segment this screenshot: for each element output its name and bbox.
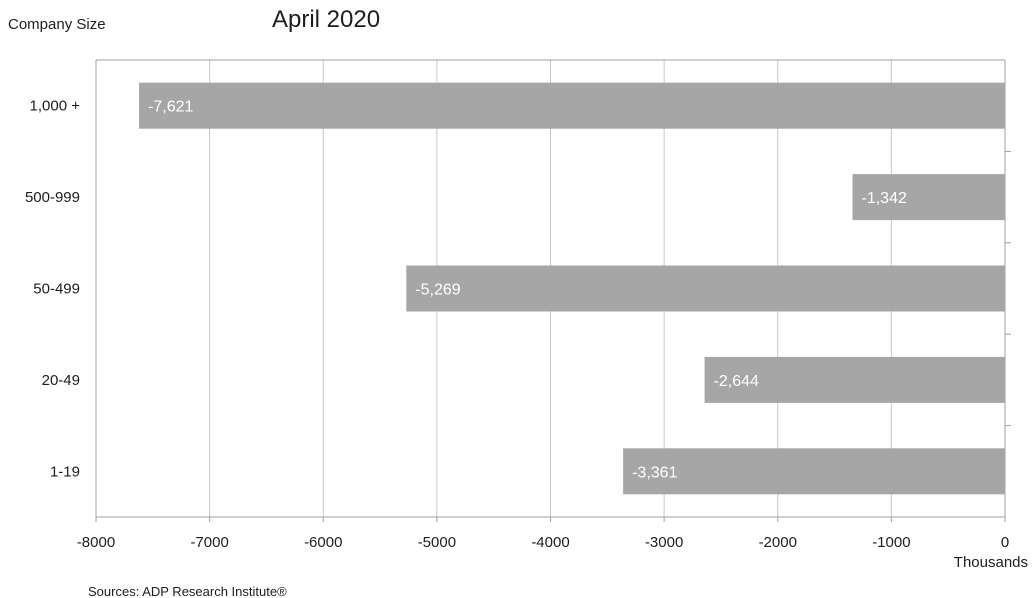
category-label: 1,000 + [30, 98, 81, 115]
plot-area: -8000 -7000 -6000 -5000 -4000 -3000 -2000 -1000… [25, 59, 1011, 551]
x-tick-label: -4000 [531, 534, 569, 551]
bar [139, 82, 1006, 129]
x-tick-label: 0 [1001, 534, 1009, 551]
data-label: -1,342 [862, 190, 907, 207]
x-tick-label: -3000 [645, 534, 683, 551]
x-tick-label: -1000 [872, 534, 910, 551]
category-label: 20-49 [42, 372, 80, 389]
bar [623, 448, 1005, 495]
x-tick-label: -7000 [190, 534, 228, 551]
data-label: -5,269 [415, 282, 460, 299]
data-label: -3,361 [632, 464, 677, 481]
x-tick-label: -5000 [418, 534, 456, 551]
x-tick-label: -6000 [304, 534, 342, 551]
y-axis-title: Company Size [8, 16, 106, 33]
x-tick-label: -8000 [77, 534, 115, 551]
category-label: 1-19 [50, 463, 80, 480]
bar [406, 265, 1005, 312]
x-tick-label: -2000 [759, 534, 797, 551]
source-note: Sources: ADP Research Institute® [88, 584, 287, 598]
category-label: 500-999 [25, 189, 80, 206]
bar [852, 174, 1005, 221]
x-axis-unit-label: Thousands [954, 554, 1028, 571]
bar [704, 356, 1005, 403]
category-label: 50-499 [33, 281, 80, 298]
chart-title: April 2020 [272, 6, 380, 33]
data-label: -7,621 [148, 99, 193, 116]
data-label: -2,644 [714, 373, 759, 390]
